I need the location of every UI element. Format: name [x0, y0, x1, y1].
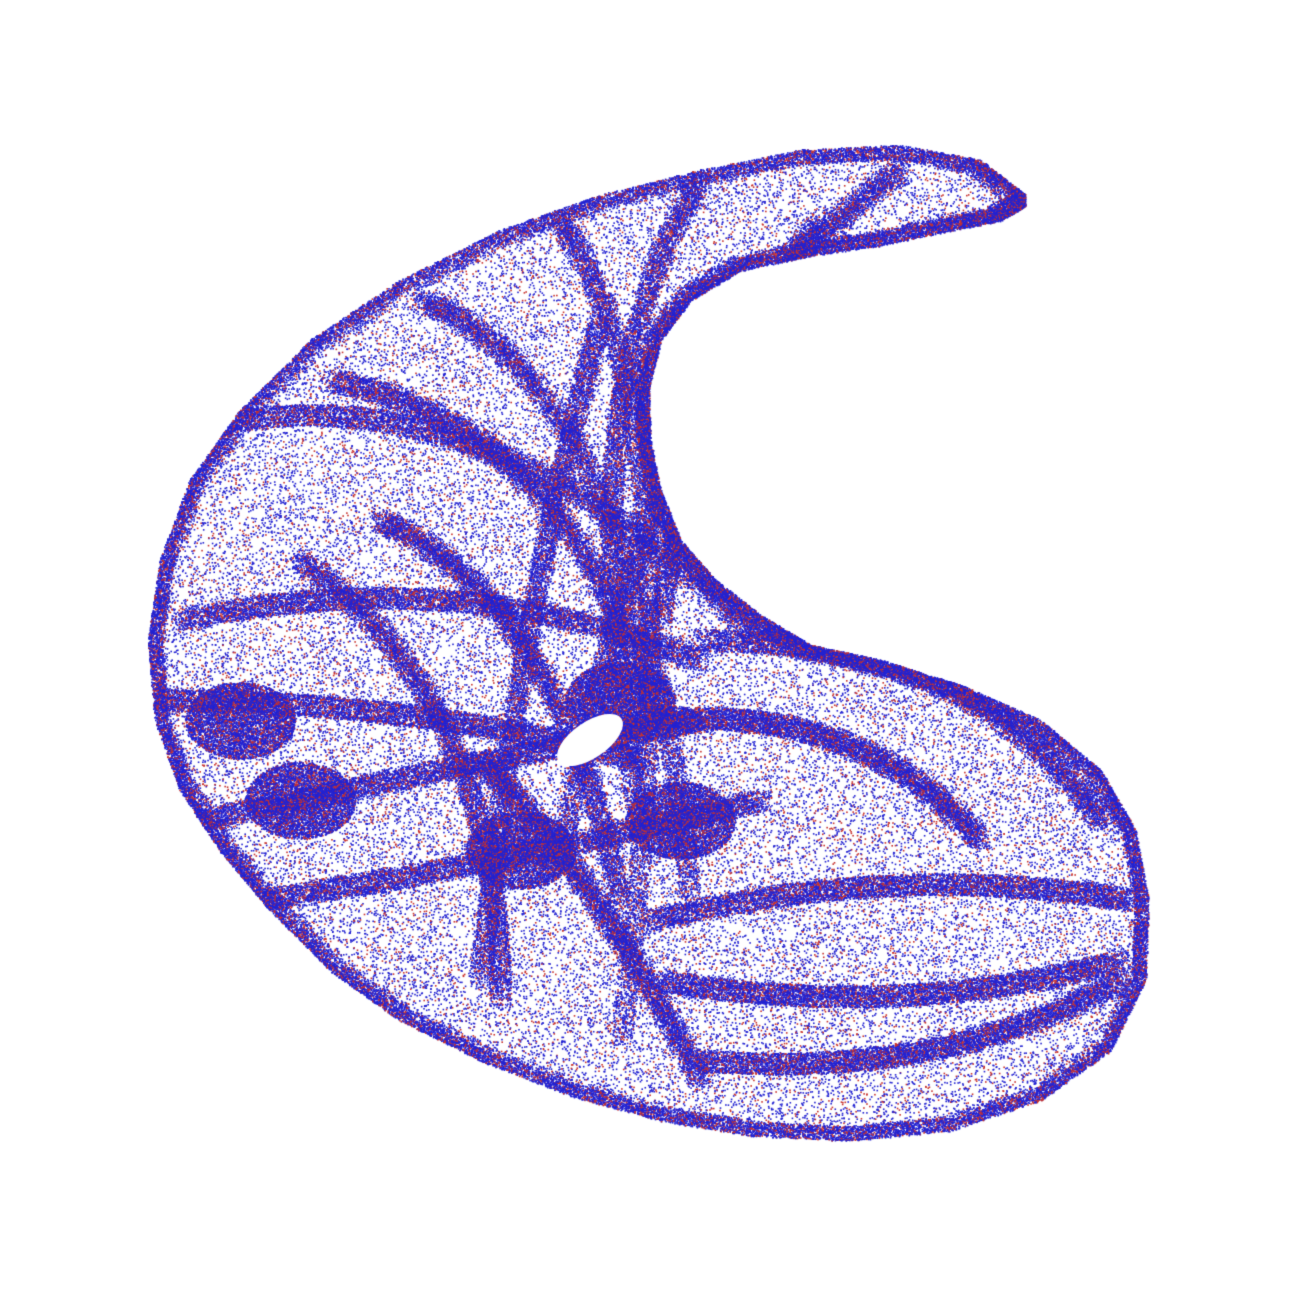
- attractor-figure: [0, 0, 1290, 1292]
- attractor-point-cloud: [0, 0, 1290, 1292]
